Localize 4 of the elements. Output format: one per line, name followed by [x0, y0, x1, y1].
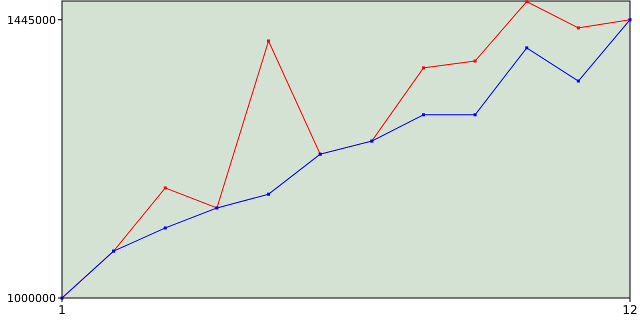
y-tick-label: 1000000: [7, 292, 56, 305]
x-tick-label: 1: [58, 303, 66, 317]
x-tick-label: 12: [622, 303, 638, 317]
y-tick-label: 1445000: [7, 14, 56, 27]
